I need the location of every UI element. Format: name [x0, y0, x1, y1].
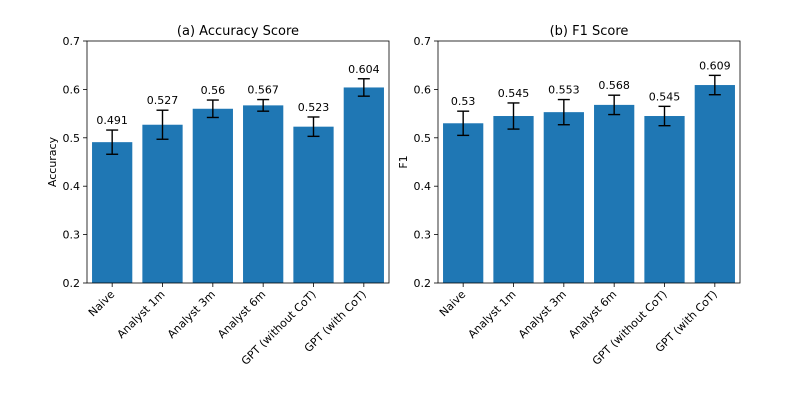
- data-label: 0.56: [201, 84, 226, 97]
- bar: [594, 104, 635, 283]
- y-tick-label: 0.7: [414, 35, 432, 48]
- error-bar: [156, 109, 169, 140]
- error-bar: [507, 102, 520, 130]
- error-bar: [457, 110, 470, 137]
- y-tick-label: 0.2: [63, 277, 81, 290]
- y-tick-label: 0.3: [63, 229, 81, 242]
- bar: [192, 108, 233, 283]
- data-label: 0.527: [147, 94, 179, 107]
- error-bar: [357, 78, 370, 97]
- y-axis-label: Accuracy: [46, 136, 59, 187]
- bar: [694, 85, 735, 283]
- data-label: 0.567: [247, 84, 279, 97]
- data-label: 0.604: [348, 63, 380, 76]
- bar: [343, 87, 384, 284]
- y-tick-label: 0.7: [63, 35, 81, 48]
- data-label: 0.545: [649, 90, 681, 103]
- y-axis-label: F1: [397, 155, 410, 168]
- axes-frame: [86, 40, 390, 284]
- bar: [644, 116, 685, 284]
- error-bar: [307, 116, 320, 138]
- data-label: 0.491: [96, 114, 128, 127]
- y-tick-label: 0.2: [414, 277, 432, 290]
- error-bar: [708, 74, 721, 96]
- data-label: 0.53: [451, 95, 476, 108]
- error-bar: [257, 98, 270, 112]
- data-label: 0.553: [548, 84, 580, 97]
- error-bar: [106, 129, 119, 155]
- bar: [543, 112, 584, 283]
- y-tick-label: 0.5: [414, 132, 432, 145]
- bar: [493, 116, 534, 284]
- chart-title: (b) F1 Score: [550, 24, 629, 39]
- error-bar: [206, 99, 219, 119]
- y-tick-label: 0.6: [63, 83, 81, 96]
- error-bar: [658, 105, 671, 127]
- y-tick-label: 0.6: [414, 83, 432, 96]
- y-tick-label: 0.4: [414, 180, 432, 193]
- data-label: 0.523: [298, 101, 330, 114]
- bar: [293, 126, 334, 283]
- data-label: 0.609: [699, 59, 731, 72]
- bar: [443, 123, 484, 283]
- error-bar: [608, 94, 621, 116]
- axes-frame: [437, 40, 741, 284]
- y-tick-label: 0.5: [63, 132, 81, 145]
- data-label: 0.568: [598, 79, 630, 92]
- chart-title: (a) Accuracy Score: [177, 24, 299, 39]
- bar: [243, 105, 284, 283]
- y-tick-label: 0.4: [63, 180, 81, 193]
- y-tick-label: 0.3: [414, 229, 432, 242]
- bar: [92, 142, 133, 283]
- error-bar: [557, 98, 570, 126]
- bar: [142, 124, 183, 284]
- data-label: 0.545: [498, 87, 530, 100]
